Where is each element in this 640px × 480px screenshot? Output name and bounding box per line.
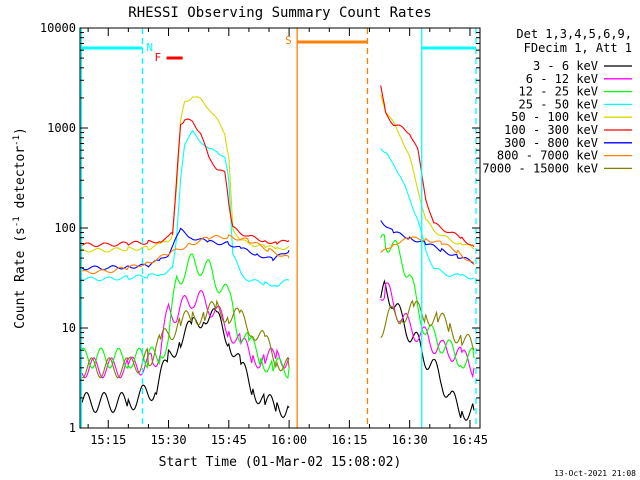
series-line — [81, 227, 290, 271]
chart-title: RHESSI Observing Summary Count Rates — [128, 5, 431, 21]
y-tick-label: 1000 — [47, 121, 76, 135]
legend-label-50-100-kev: 50 - 100 keV — [511, 110, 598, 124]
legend-header-line-1: Det 1,3,4,5,6,9, — [516, 27, 632, 41]
series-3-6-kev — [81, 279, 475, 421]
y-tick-label: 10 — [62, 321, 76, 335]
legend-label-25-50-kev: 25 - 50 keV — [519, 97, 598, 111]
y-tick-label: 10000 — [40, 21, 76, 35]
x-tick-label: 16:45 — [452, 433, 488, 447]
footer-timestamp: 13-Oct-2021 21:08 — [554, 469, 636, 478]
series-line — [380, 85, 475, 248]
axis-layer: 15:15 15:30 15:45 16:00 16:15 16:30 16:45 1 10 10… — [40, 21, 488, 447]
night-marker: N — [146, 41, 153, 54]
legend: Det 1,3,4,5,6,9, FDecim 1, Att 1 3 - 6 k… — [482, 27, 632, 175]
series-line — [81, 118, 290, 248]
series-line — [380, 299, 475, 351]
x-tick-label: 16:30 — [392, 433, 428, 447]
series-line — [82, 299, 290, 379]
series-line — [81, 96, 290, 253]
series-300-800-kev — [81, 220, 475, 271]
x-tick-label: 16:00 — [271, 433, 307, 447]
series-line — [81, 289, 290, 379]
x-tick-label: 15:45 — [211, 433, 247, 447]
legend-label-3-6-kev: 3 - 6 keV — [533, 59, 598, 73]
series-100-300-kev — [81, 85, 475, 248]
legend-label-300-800-kev: 300 - 800 keV — [504, 136, 598, 150]
legend-header-line-2: FDecim 1, Att 1 — [524, 41, 632, 55]
legend-label-12-25-kev: 12 - 25 keV — [519, 85, 598, 99]
saa-marker: S — [285, 34, 292, 47]
legend-label-7000-15000-kev: 7000 - 15000 keV — [482, 161, 598, 175]
series-12-25-kev — [81, 233, 475, 379]
y-axis-label: Count Rate (s-1 detector-1) — [12, 127, 28, 329]
series-line — [380, 148, 475, 280]
series-line — [81, 253, 290, 379]
series-line — [81, 129, 290, 288]
y-tick-label: 1 — [69, 421, 76, 435]
legend-label-100-300-kev: 100 - 300 keV — [504, 123, 598, 137]
series-line — [81, 308, 290, 419]
series-line — [380, 94, 475, 250]
series-line — [380, 220, 475, 264]
series-layer — [81, 85, 475, 421]
x-tick-label: 15:15 — [90, 433, 126, 447]
x-axis-label: Start Time (01-Mar-02 15:08:02) — [159, 455, 402, 470]
flare-marker: F — [155, 51, 162, 64]
x-tick-label: 16:15 — [331, 433, 367, 447]
series-7000-15000-kev — [82, 299, 475, 379]
series-6-12-kev — [81, 282, 475, 379]
series-line — [380, 233, 475, 369]
y-tick-label: 100 — [54, 221, 76, 235]
series-800-7000-kev — [81, 234, 475, 275]
x-tick-label: 15:30 — [150, 433, 186, 447]
series-50-100-kev — [81, 94, 475, 253]
series-line — [380, 279, 475, 421]
legend-label-6-12-kev: 6 - 12 keV — [526, 72, 598, 86]
legend-label-800-7000-kev: 800 - 7000 keV — [497, 149, 598, 163]
series-line — [81, 234, 290, 275]
series-line — [380, 236, 475, 265]
series-25-50-kev — [81, 129, 475, 288]
